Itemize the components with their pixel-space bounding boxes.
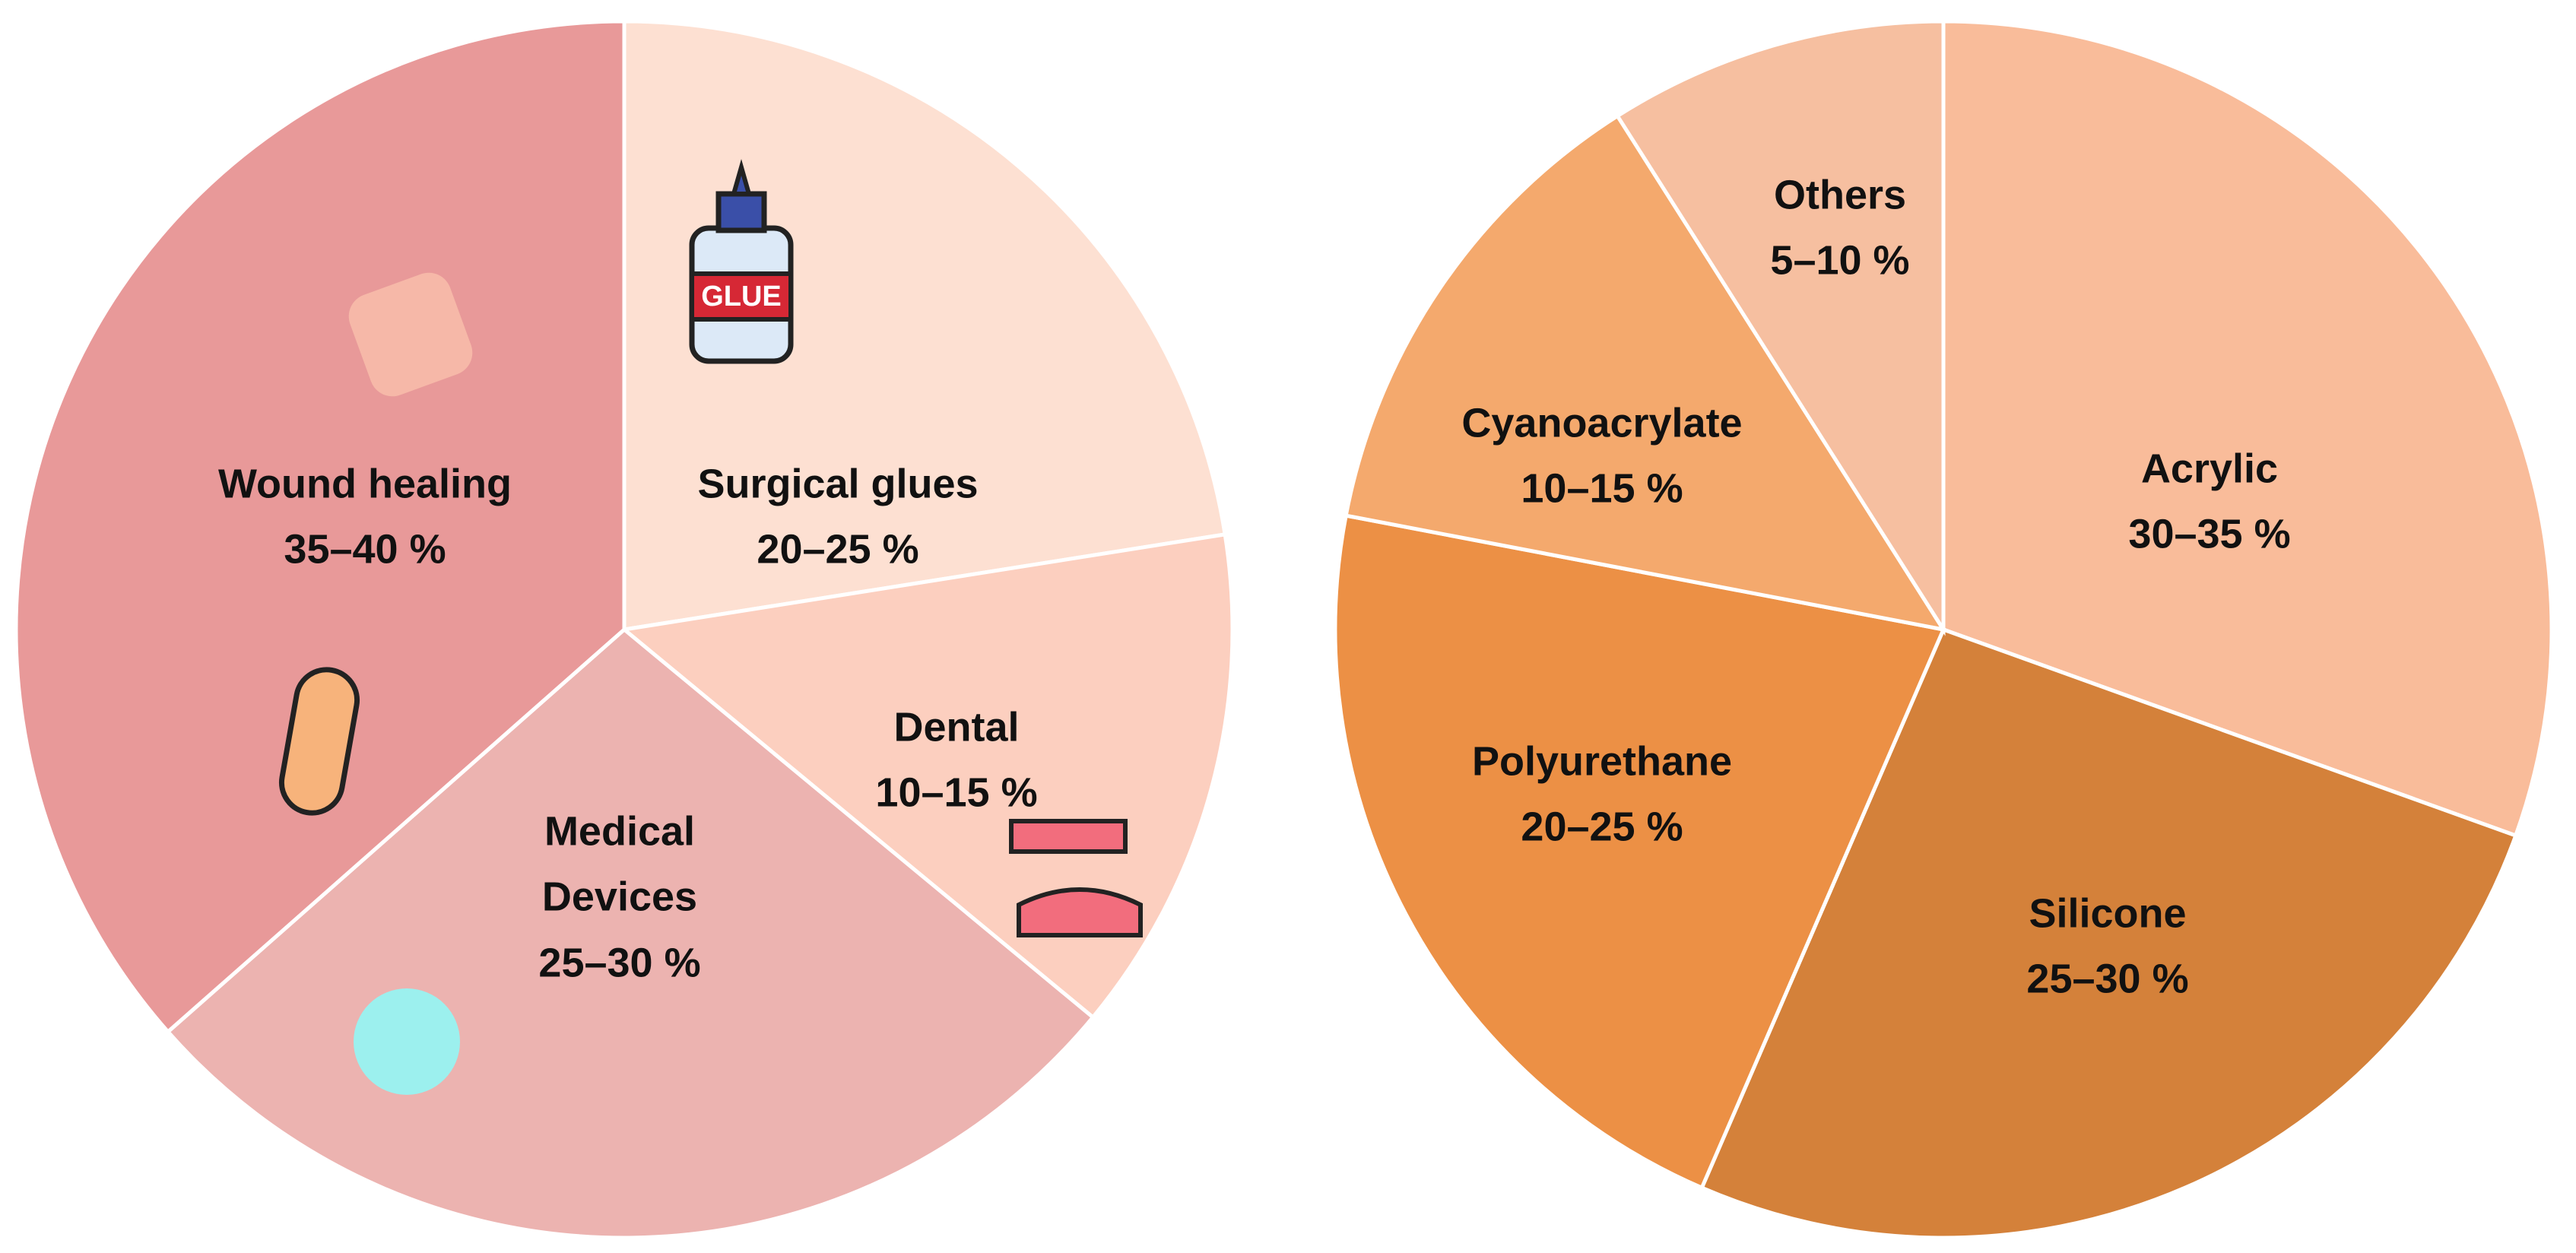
value-label: 25–30 % (538, 940, 701, 986)
device-icon (354, 988, 460, 1095)
pie-slice (622, 19, 1228, 632)
category-label: Acrylic (2140, 446, 2279, 492)
value-label: 25–30 % (2026, 956, 2189, 1002)
slice-label: Silicone 25–30 % (2026, 881, 2188, 1013)
value-label: 10–15 % (1521, 466, 1683, 512)
category-label: Silicone (2029, 890, 2187, 937)
glue-icon: GLUE (689, 159, 794, 364)
slice-label: Polyurethane 20–25 % (1472, 729, 1732, 861)
category-label: Polyurethane (1471, 738, 1733, 785)
category-label: Cyanoacrylate (1461, 400, 1743, 446)
slice-label: Wound healing 35–40 % (218, 452, 512, 583)
value-label: 10–15 % (875, 770, 1038, 816)
slice-label: Surgical glues 20–25 % (697, 452, 978, 583)
value-label: 30–35 % (2128, 512, 2291, 557)
value-label: 35–40 % (284, 527, 446, 573)
dental-icon (1009, 819, 1143, 937)
slice-label: Medical Devices 25–30 % (521, 798, 719, 995)
category-label: Others (1773, 172, 1907, 218)
category-label: Surgical glues (697, 461, 979, 507)
value-label: 20–25 % (757, 527, 919, 573)
slice-label: Dental 10–15 % (875, 695, 1037, 826)
category-label: Dental (893, 704, 1020, 750)
pie-slice (14, 19, 627, 1035)
category-label: Wound healing (218, 461, 512, 507)
icons: GLUE (278, 159, 1143, 1095)
bandage-icon (278, 667, 360, 816)
slice-label: Cyanoacrylate 10–15 % (1461, 391, 1742, 522)
category-label: Medical Devices (541, 808, 698, 920)
pie-slice (1699, 626, 2518, 1240)
slice-label: Acrylic 30–35 % (2128, 436, 2290, 568)
patch-icon (348, 272, 473, 397)
pie-slice (1333, 513, 1946, 1191)
pie-slice (1941, 19, 2554, 839)
pie-slice (1614, 19, 1946, 636)
pie-slice (1344, 113, 1948, 633)
value-label: 20–25 % (1521, 804, 1683, 850)
glue-label: GLUE (701, 281, 782, 312)
slice-label: Others 5–10 % (1770, 163, 1909, 294)
value-label: 5–10 % (1770, 238, 1910, 284)
